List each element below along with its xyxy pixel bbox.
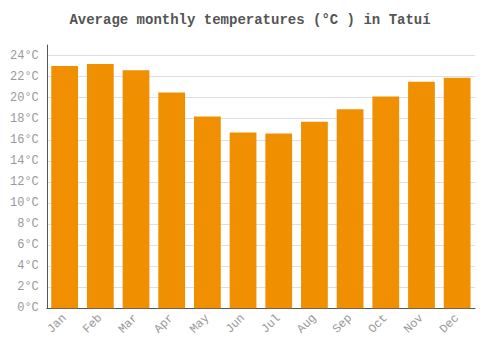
svg-text:Mar: Mar [116,311,141,336]
svg-text:Dec: Dec [437,311,462,336]
svg-text:May: May [187,311,212,336]
svg-text:Aug: Aug [294,311,319,336]
svg-text:Oct: Oct [366,311,391,336]
svg-text:Jan: Jan [44,311,69,336]
svg-text:Nov: Nov [401,311,426,336]
svg-text:Apr: Apr [151,311,176,336]
svg-text:Feb: Feb [80,311,105,336]
svg-text:24°C: 24°C [10,49,39,63]
svg-text:12°C: 12°C [10,175,39,189]
svg-text:8°C: 8°C [17,217,39,231]
svg-text:Average monthly temperatures (: Average monthly temperatures (°C ) in Ta… [69,12,430,28]
svg-text:20°C: 20°C [10,91,39,105]
svg-text:18°C: 18°C [10,112,39,126]
svg-text:Jul: Jul [259,311,284,336]
svg-text:6°C: 6°C [17,238,39,252]
svg-text:14°C: 14°C [10,154,39,168]
svg-text:16°C: 16°C [10,133,39,147]
svg-text:2°C: 2°C [17,280,39,294]
svg-text:4°C: 4°C [17,259,39,273]
svg-text:10°C: 10°C [10,196,39,210]
svg-text:0°C: 0°C [17,301,39,315]
svg-text:Jun: Jun [223,311,248,336]
svg-text:22°C: 22°C [10,70,39,84]
svg-text:Sep: Sep [330,311,355,336]
